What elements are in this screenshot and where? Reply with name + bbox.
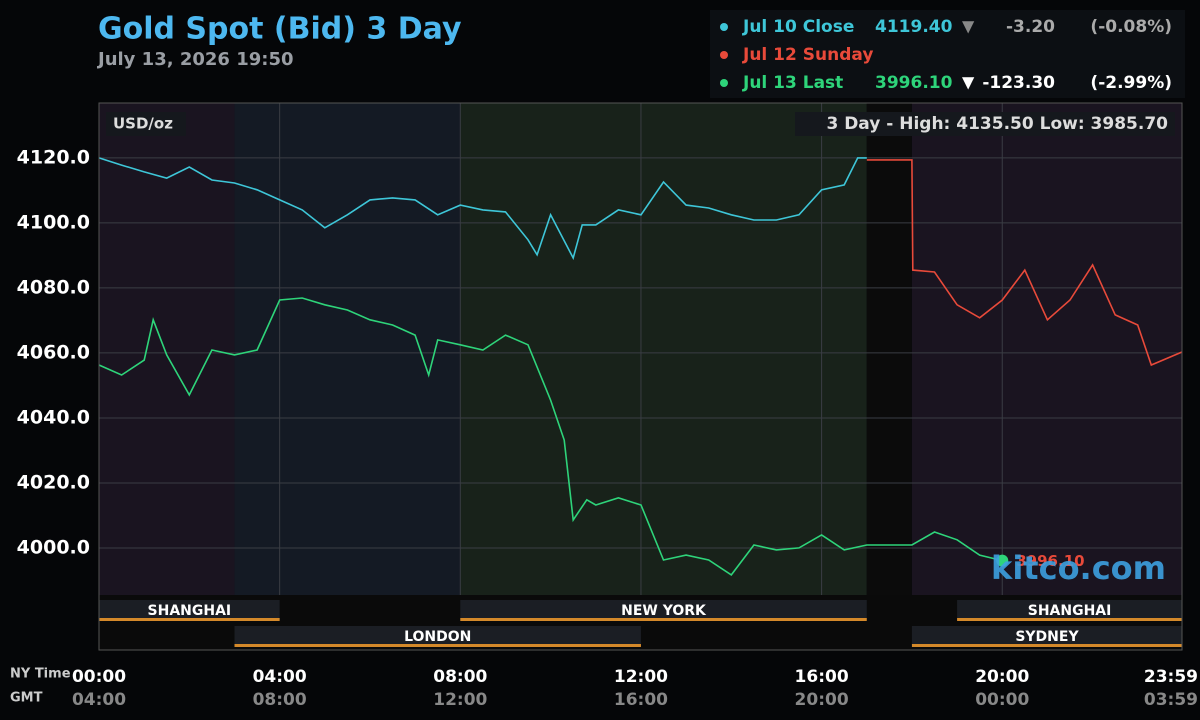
y-tick-label: 4000.0 [17, 536, 90, 558]
x-tick-label: 20:00 [975, 667, 1029, 687]
session-bar [99, 600, 280, 620]
gmt-tick-label: 04:00 [72, 690, 126, 710]
unit-label: USD/oz [113, 115, 173, 133]
legend-last: 3996.10 [875, 73, 953, 93]
legend-change: -3.20 [1006, 17, 1055, 37]
range-label: 3 Day - High: 4135.50 Low: 3985.70 [826, 114, 1168, 134]
y-tick-label: 4020.0 [17, 471, 90, 493]
y-tick-label: 4060.0 [17, 341, 90, 363]
legend-name: Jul 13 Last [742, 73, 843, 93]
session-label: SHANGHAI [148, 603, 232, 619]
session-shade [234, 103, 461, 595]
price-line [866, 159, 1183, 367]
last-price-label: 3996.10 [1016, 552, 1084, 570]
watermark: kitco.com [991, 549, 1166, 587]
x-tick-label: 12:00 [614, 667, 668, 687]
session-shade [460, 103, 867, 595]
unit-bg [106, 112, 186, 136]
session-shade [866, 103, 912, 595]
session-bar [460, 600, 867, 620]
session-bar [957, 600, 1182, 620]
ny-time-label: NY Time [10, 667, 71, 682]
legend-box [710, 10, 1185, 98]
session-label: NEW YORK [621, 603, 707, 619]
plot-frame [98, 102, 1183, 651]
session-bar [234, 626, 641, 646]
legend-name: Jul 12 Sunday [742, 45, 873, 65]
x-tick-label: 04:00 [253, 667, 307, 687]
gmt-tick-label: 08:00 [253, 690, 307, 710]
gmt-tick-label: 00:00 [975, 690, 1029, 710]
legend-arrow: ▼ [962, 73, 975, 92]
session-line [911, 644, 1182, 647]
legend-percent: (-2.99%) [1090, 73, 1172, 93]
session-line [234, 644, 641, 647]
session-label: LONDON [404, 629, 471, 645]
y-tick-label: 4040.0 [17, 406, 90, 428]
y-tick-label: 4100.0 [17, 211, 90, 233]
session-label: SHANGHAI [1028, 603, 1112, 619]
session-line [460, 618, 867, 621]
gmt-tick-label: 03:59 [1144, 690, 1198, 710]
legend-change: -123.30 [982, 73, 1055, 93]
price-line [98, 297, 1003, 576]
session-shade [911, 103, 1182, 595]
x-tick-label: 08:00 [433, 667, 487, 687]
session-bar [911, 626, 1182, 646]
y-tick-label: 4080.0 [17, 276, 90, 298]
gmt-label: GMT [10, 691, 43, 706]
session-shade [99, 103, 235, 595]
session-line [99, 618, 280, 621]
range-bg [795, 112, 1175, 136]
legend-name: Jul 10 Close [742, 17, 854, 37]
legend-percent: (-0.08%) [1090, 17, 1172, 37]
legend-dot [720, 79, 728, 87]
x-tick-label: 16:00 [795, 667, 849, 687]
price-line [98, 157, 867, 261]
gmt-tick-label: 20:00 [795, 690, 849, 710]
legend-dot [720, 51, 728, 59]
chart-title: Gold Spot (Bid) 3 Day [98, 12, 462, 47]
legend-last: 4119.40 [875, 17, 953, 37]
session-label: SYDNEY [1015, 629, 1079, 645]
x-tick-label: 23:59 [1144, 667, 1198, 687]
legend-dot [720, 23, 728, 31]
gmt-tick-label: 16:00 [614, 690, 668, 710]
y-tick-label: 4120.0 [17, 146, 90, 168]
last-point [996, 554, 1009, 567]
legend-arrow: ▼ [962, 17, 975, 36]
subtitle: July 13, 2026 19:50 [96, 49, 294, 70]
x-tick-label: 00:00 [72, 667, 126, 687]
gmt-tick-label: 12:00 [433, 690, 487, 710]
session-line [957, 618, 1182, 621]
